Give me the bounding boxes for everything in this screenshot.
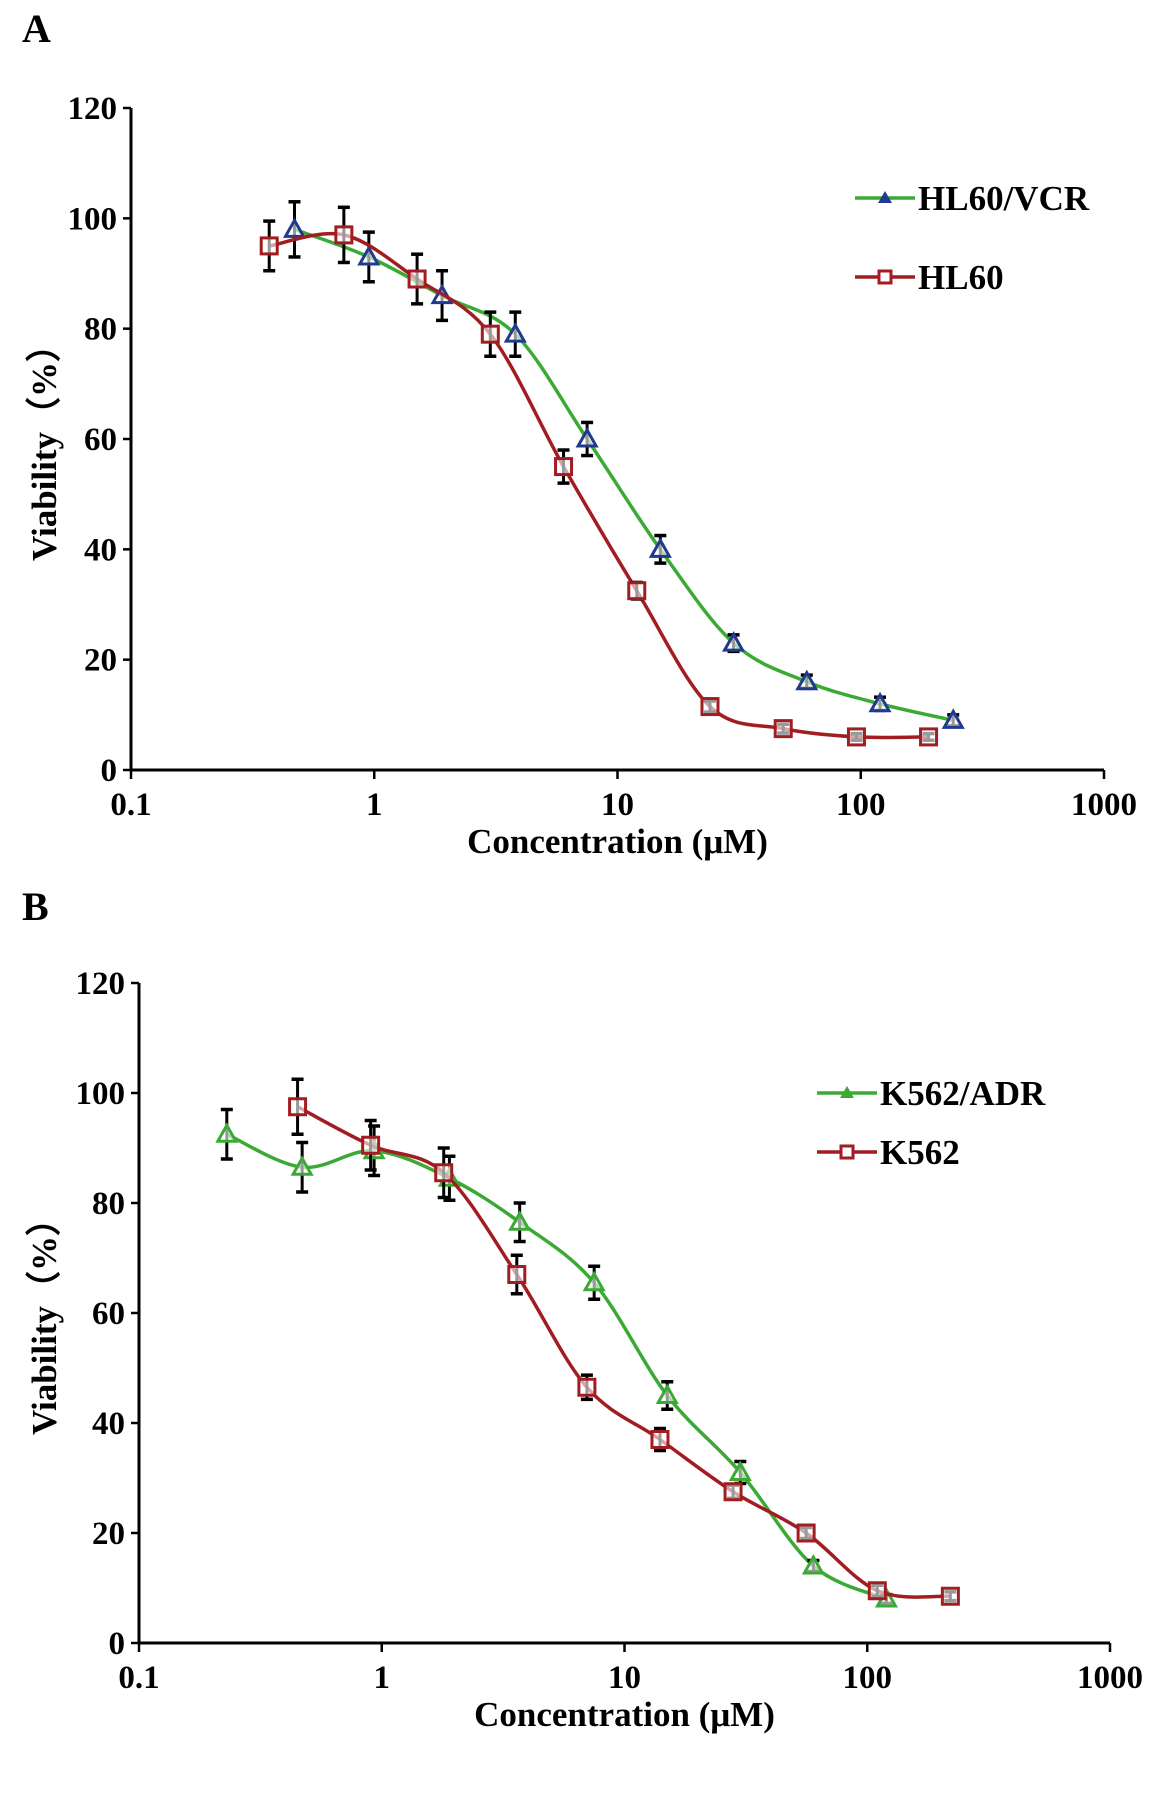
x-tick-label: 100 — [836, 787, 886, 823]
data-point — [334, 225, 354, 245]
data-point — [650, 1430, 670, 1449]
legend-item: K562 — [817, 1133, 960, 1172]
data-point — [508, 1210, 532, 1231]
series-line — [268, 231, 929, 740]
data-point — [728, 1460, 752, 1481]
series-K562/ADR — [215, 1107, 899, 1608]
y-axis-label: Viability（%） — [25, 1201, 64, 1435]
x-tick-label: 1000 — [1077, 1660, 1143, 1696]
y-tick-label: 120 — [68, 91, 118, 127]
y-tick-label: 60 — [92, 1296, 125, 1332]
data-point — [940, 1586, 960, 1606]
legend-label: K562/ADR — [880, 1074, 1046, 1113]
x-tick-label: 10 — [608, 1660, 641, 1696]
legend-marker — [877, 269, 893, 285]
data-point — [919, 727, 939, 747]
y-axis-label: Viability（%） — [25, 327, 64, 561]
legend-label: HL60/VCR — [918, 179, 1090, 218]
y-tick-label: 0 — [109, 1626, 126, 1662]
legend-marker — [878, 191, 892, 203]
legend-label: K562 — [880, 1133, 960, 1172]
data-point — [867, 1581, 887, 1601]
data-point — [554, 457, 574, 477]
legend-label: HL60 — [918, 258, 1004, 297]
data-point — [801, 1553, 825, 1575]
data-point — [575, 426, 599, 448]
data-point — [434, 1163, 454, 1183]
legend-item: K562/ADR — [817, 1074, 1046, 1113]
y-tick-label: 100 — [76, 1076, 126, 1112]
data-point — [407, 269, 427, 289]
panel-label: B — [22, 884, 49, 929]
x-axis-label: Concentration (μM) — [474, 1695, 775, 1734]
data-point — [723, 1482, 743, 1502]
data-point — [282, 217, 307, 238]
data-point — [503, 322, 527, 343]
legend-item: HL60/VCR — [855, 179, 1090, 218]
series-HL60 — [259, 205, 939, 747]
x-tick-label: 0.1 — [118, 1660, 159, 1696]
legend-marker — [840, 1086, 854, 1098]
panel-B: B 0 20 40 60 80 100 120 0.1 1 10 100 1000 Concentrati… — [22, 884, 1143, 1734]
series-line — [296, 1105, 951, 1599]
data-point — [215, 1122, 239, 1143]
x-tick-label: 10 — [601, 787, 634, 823]
data-point — [868, 691, 892, 713]
y-tick-label: 20 — [84, 643, 117, 679]
y-tick-label: 80 — [92, 1186, 125, 1222]
data-point — [480, 324, 500, 344]
x-tick-label: 1 — [366, 787, 383, 823]
x-tick-label: 1 — [374, 1660, 391, 1696]
data-point — [846, 727, 866, 747]
data-point — [655, 1383, 679, 1404]
y-tick-label: 100 — [68, 201, 118, 237]
data-point — [773, 719, 793, 739]
series-line — [293, 227, 954, 723]
series-K562 — [288, 1077, 960, 1606]
data-point — [648, 537, 672, 558]
panel-A: A 0 20 40 60 80 100 120 0.1 1 10 100 1000 Concentrati… — [22, 6, 1137, 861]
data-point — [357, 244, 381, 266]
y-tick-label: 40 — [84, 532, 117, 568]
data-point — [795, 669, 819, 691]
data-point — [700, 697, 720, 717]
x-tick-label: 0.1 — [110, 787, 151, 823]
data-point — [627, 581, 647, 601]
legend-item: HL60 — [855, 258, 1004, 297]
legend-marker — [839, 1144, 855, 1160]
y-tick-label: 120 — [76, 966, 126, 1002]
x-tick-label: 100 — [843, 1660, 893, 1696]
data-point — [721, 631, 746, 652]
y-tick-label: 20 — [92, 1516, 125, 1552]
x-axis-label: Concentration (μM) — [467, 822, 768, 861]
data-point — [577, 1377, 597, 1397]
y-tick-label: 40 — [92, 1406, 125, 1442]
y-tick-label: 60 — [84, 422, 117, 458]
data-point — [288, 1097, 308, 1117]
y-tick-label: 80 — [84, 312, 117, 348]
data-point — [796, 1523, 816, 1543]
data-point — [361, 1135, 381, 1155]
x-tick-label: 1000 — [1071, 787, 1137, 823]
data-point — [941, 708, 965, 729]
y-tick-label: 0 — [101, 753, 118, 789]
panel-label: A — [22, 6, 51, 51]
data-point — [582, 1270, 606, 1292]
data-point — [507, 1265, 527, 1284]
series-line — [226, 1132, 888, 1601]
data-point — [290, 1155, 314, 1176]
series-HL60/VCR — [282, 200, 965, 729]
data-point — [259, 236, 279, 256]
